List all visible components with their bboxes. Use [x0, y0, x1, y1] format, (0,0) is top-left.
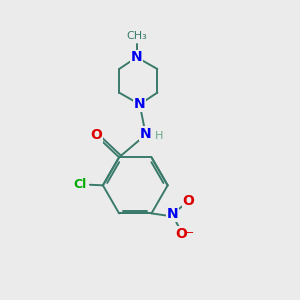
Text: H: H: [154, 131, 163, 141]
Text: O: O: [91, 128, 102, 142]
Text: N: N: [140, 127, 152, 141]
Text: O: O: [182, 194, 194, 208]
Text: Cl: Cl: [74, 178, 87, 191]
Text: CH₃: CH₃: [126, 31, 147, 41]
Text: N: N: [166, 207, 178, 221]
Text: O: O: [175, 227, 187, 241]
Text: −: −: [184, 228, 194, 239]
Text: N: N: [131, 50, 142, 64]
Text: N: N: [134, 98, 146, 111]
